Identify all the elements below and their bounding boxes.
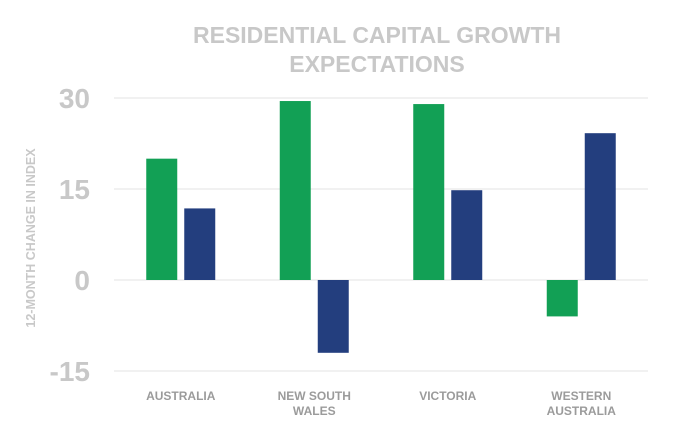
bar-series-2-category-2 [317, 280, 349, 353]
y-tick-label: 15 [59, 174, 90, 205]
bar-series-2-category-4 [584, 133, 616, 280]
chart-title-line-2: EXPECTATIONS [289, 51, 465, 77]
x-tick-label: AUSTRALIA [547, 404, 617, 418]
bar-series-1-category-1 [146, 158, 178, 280]
chart-title-line-1: RESIDENTIAL CAPITAL GROWTH [193, 22, 561, 48]
y-tick-label: 30 [59, 83, 90, 114]
bar-series-1-category-3 [413, 104, 445, 280]
y-tick-label: 0 [74, 265, 90, 296]
x-tick-label: NEW SOUTH [278, 389, 351, 403]
bar-series-2-category-3 [451, 190, 483, 280]
x-tick-label: VICTORIA [419, 389, 476, 403]
y-tick-label: -15 [50, 356, 90, 387]
bar-series-1-category-2 [279, 101, 311, 281]
bars [146, 101, 616, 353]
y-axis-label: 12-MONTH CHANGE IN INDEX [24, 148, 38, 328]
x-tick-label: AUSTRALIA [146, 389, 216, 403]
bar-series-2-category-1 [184, 208, 216, 280]
x-tick-label: WESTERN [551, 389, 611, 403]
y-tick-labels: 30 15 0 -15 [50, 83, 90, 387]
x-tick-label: WALES [293, 404, 336, 418]
bar-series-1-category-4 [546, 280, 578, 317]
